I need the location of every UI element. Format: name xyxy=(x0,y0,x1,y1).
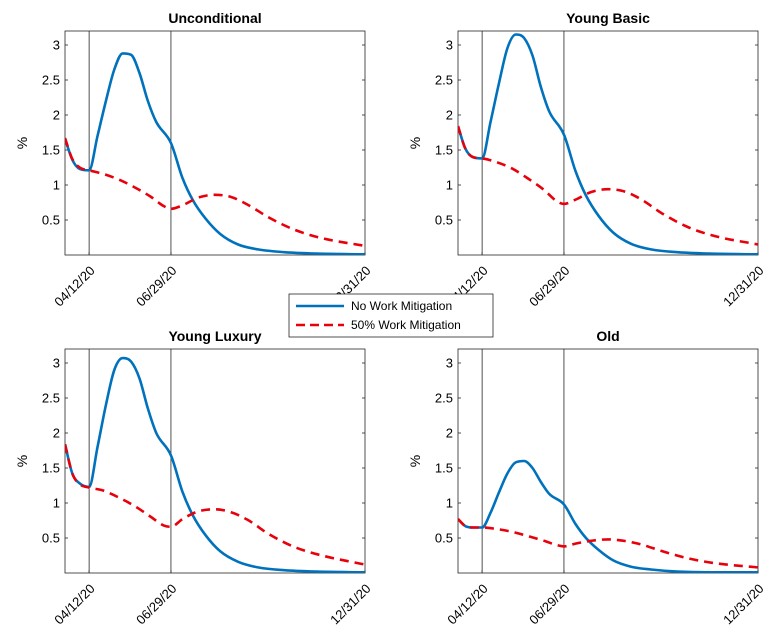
axes-box xyxy=(64,348,366,574)
y-tick-label: 0.5 xyxy=(435,531,453,546)
y-tick-label: 1 xyxy=(446,496,453,511)
panel-title: Young Luxury xyxy=(168,328,261,344)
y-tick-label: 0.5 xyxy=(42,531,60,546)
y-tick-label: 2.5 xyxy=(42,73,60,88)
x-tick-label: 12/31/20 xyxy=(720,263,766,309)
x-tick-label: 12/31/20 xyxy=(327,581,373,627)
panel-old: 0.5 1 1.5 2 2.5 3 04/12/20 06/29/20 12/31/20 Old% xyxy=(407,328,767,627)
y-tick-label: 1.5 xyxy=(435,143,453,158)
y-tick-label: 1 xyxy=(53,178,60,193)
x-tick-label: 04/12/20 xyxy=(51,581,97,627)
axes-box xyxy=(64,30,366,256)
series-line-no-work-mitigation xyxy=(65,52,365,255)
axes-box xyxy=(457,30,759,256)
y-tick-label: 3 xyxy=(446,356,453,371)
series-line-no-work-mitigation xyxy=(458,33,758,255)
legend: No Work Mitigation 50% Work Mitigation xyxy=(288,293,494,338)
y-axis-label: % xyxy=(407,455,423,467)
y-tick-label: 2.5 xyxy=(435,391,453,406)
y-tick-label: 2.5 xyxy=(435,73,453,88)
series-line-no-work-mitigation xyxy=(458,459,758,573)
x-tick-label: 12/31/20 xyxy=(720,581,766,627)
y-tick-label: 1.5 xyxy=(42,461,60,476)
series-line-50pct-work-mitigation xyxy=(458,125,758,246)
x-tick-label: 04/12/20 xyxy=(51,263,97,309)
legend-label-work-mitigation: 50% Work Mitigation xyxy=(351,318,461,332)
y-axis-label: % xyxy=(14,455,30,467)
y-tick-label: 1.5 xyxy=(42,143,60,158)
series-line-50pct-work-mitigation xyxy=(65,443,365,566)
y-tick-label: 0.5 xyxy=(42,213,60,228)
legend-label-no-mitigation: No Work Mitigation xyxy=(351,299,452,313)
y-tick-label: 2 xyxy=(446,108,453,123)
panel-young-luxury: 0.5 1 1.5 2 2.5 3 04/12/20 06/29/20 12/31/20 Youn… xyxy=(14,328,374,627)
y-axis-label: % xyxy=(407,137,423,149)
x-tick-label: 06/29/20 xyxy=(526,581,572,627)
y-tick-label: 0.5 xyxy=(435,213,453,228)
series-line-no-work-mitigation xyxy=(65,356,365,573)
panel-title: Unconditional xyxy=(168,10,261,26)
y-tick-label: 2 xyxy=(446,426,453,441)
legend-box xyxy=(288,293,494,338)
x-tick-label: 06/29/20 xyxy=(133,581,179,627)
y-tick-label: 3 xyxy=(53,356,60,371)
series-line-50pct-work-mitigation xyxy=(458,518,758,569)
panel-title: Young Basic xyxy=(566,10,650,26)
axes-box xyxy=(457,348,759,574)
y-tick-label: 1 xyxy=(53,496,60,511)
y-tick-label: 2 xyxy=(53,108,60,123)
y-axis-label: % xyxy=(14,137,30,149)
y-tick-label: 2.5 xyxy=(42,391,60,406)
y-tick-label: 3 xyxy=(446,38,453,53)
panel-title: Old xyxy=(596,328,619,344)
series-line-50pct-work-mitigation xyxy=(65,137,365,248)
x-tick-label: 04/12/20 xyxy=(444,581,490,627)
x-tick-label: 06/29/20 xyxy=(526,263,572,309)
y-tick-label: 2 xyxy=(53,426,60,441)
x-tick-label: 06/29/20 xyxy=(133,263,179,309)
y-tick-label: 1.5 xyxy=(435,461,453,476)
y-tick-label: 1 xyxy=(446,178,453,193)
y-tick-label: 3 xyxy=(53,38,60,53)
